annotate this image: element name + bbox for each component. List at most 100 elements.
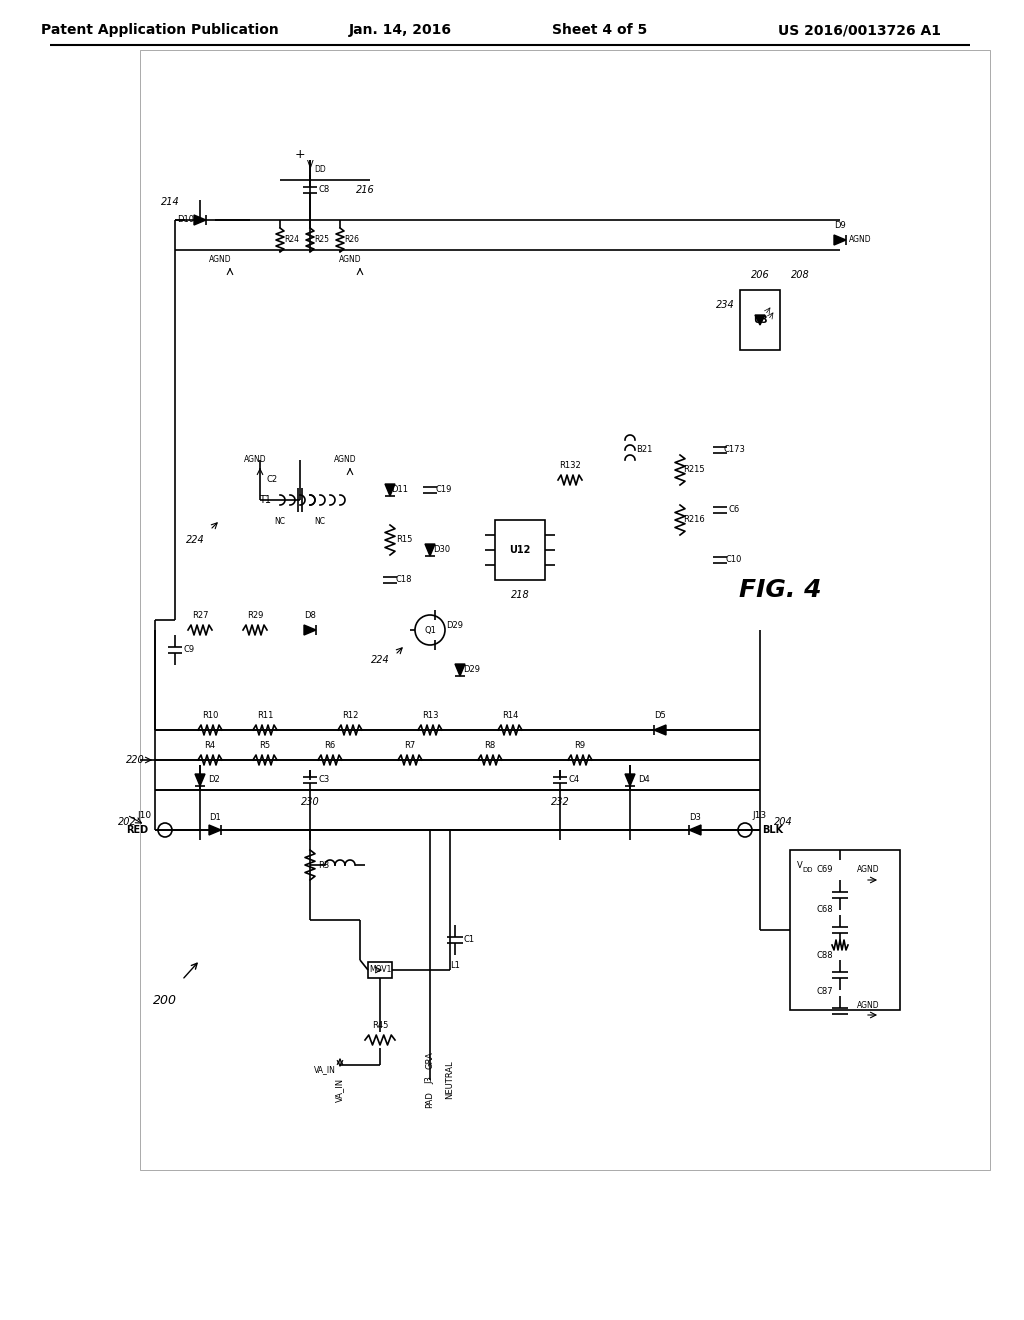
Text: NEUTRAL: NEUTRAL [445,1061,455,1100]
Text: AGND: AGND [209,256,231,264]
Text: FIG. 4: FIG. 4 [738,578,821,602]
Text: 202: 202 [118,817,136,828]
Text: 224: 224 [185,535,205,545]
Text: VA_IN: VA_IN [314,1065,336,1074]
Text: R6: R6 [325,742,336,751]
Polygon shape [689,825,701,836]
Text: 218: 218 [511,590,529,601]
Text: PAD: PAD [426,1092,434,1109]
Text: R25: R25 [314,235,330,244]
Text: D11: D11 [391,486,409,495]
Text: C1: C1 [464,936,474,945]
Text: R13: R13 [422,711,438,721]
Text: AGND: AGND [334,455,356,465]
Bar [740,290,780,350]
Polygon shape [455,664,465,676]
Text: D2: D2 [208,776,220,784]
Polygon shape [425,544,435,556]
Text: R5: R5 [259,742,270,751]
Text: R26: R26 [344,235,359,244]
Text: C68: C68 [817,906,834,915]
Text: R27: R27 [191,611,208,620]
Text: 220: 220 [126,755,144,766]
Text: R14: R14 [502,711,518,721]
Text: 224: 224 [371,655,389,665]
Text: C6: C6 [728,506,739,515]
Text: R12: R12 [342,711,358,721]
Text: +: + [295,149,305,161]
Bar [140,50,990,1170]
Polygon shape [304,624,316,635]
Text: 214: 214 [161,197,179,207]
Text: C69: C69 [817,866,834,874]
Text: R7: R7 [404,742,416,751]
Text: AGND: AGND [857,866,880,874]
Polygon shape [385,484,395,496]
Text: DD: DD [803,867,813,873]
Polygon shape [625,774,635,785]
Text: D29: D29 [446,620,464,630]
Text: D9: D9 [835,222,846,231]
Text: C18: C18 [395,576,413,585]
Text: C4: C4 [568,776,580,784]
Text: AGND: AGND [857,1001,880,1010]
Text: R11: R11 [257,711,273,721]
Text: R3: R3 [318,861,330,870]
Text: V: V [306,160,313,170]
Polygon shape [654,725,666,735]
Text: R10: R10 [202,711,218,721]
Text: R4: R4 [205,742,216,751]
Text: 208: 208 [791,271,809,280]
Polygon shape [834,235,846,246]
Text: U3: U3 [753,315,767,325]
Text: C10: C10 [726,556,742,565]
Text: R8: R8 [484,742,496,751]
Text: NC: NC [314,517,326,527]
Text: R132: R132 [559,462,581,470]
Text: R29: R29 [247,611,263,620]
Text: MOV1: MOV1 [369,965,391,974]
Text: J10: J10 [138,810,152,820]
Text: L1: L1 [451,961,460,969]
Bar [790,850,900,1010]
Text: GRA: GRA [426,1051,434,1069]
Text: D4: D4 [638,776,650,784]
Text: D1: D1 [209,813,221,822]
Text: Q1: Q1 [424,626,436,635]
Text: VA_IN: VA_IN [336,1078,344,1102]
Text: DD: DD [314,165,326,174]
Text: AGND: AGND [849,235,871,244]
Text: R15: R15 [396,536,413,544]
Polygon shape [195,774,205,785]
Text: Jan. 14, 2016: Jan. 14, 2016 [348,22,452,37]
Text: C19: C19 [436,486,453,495]
Text: C87: C87 [817,987,834,997]
Text: J3: J3 [426,1076,434,1084]
Text: BLK: BLK [763,825,783,836]
Text: C8: C8 [318,186,330,194]
Text: 234: 234 [716,300,734,310]
Text: C88: C88 [817,950,834,960]
Text: 204: 204 [773,817,793,828]
Text: D29: D29 [464,665,480,675]
Text: C3: C3 [318,776,330,784]
Text: R215: R215 [683,466,705,474]
Text: AGND: AGND [339,256,361,264]
Text: R24: R24 [285,235,299,244]
Text: R216: R216 [683,516,705,524]
Text: D8: D8 [304,611,316,620]
Text: RED: RED [126,825,148,836]
Text: D10: D10 [177,215,195,224]
Text: Sheet 4 of 5: Sheet 4 of 5 [552,22,647,37]
Text: Patent Application Publication: Patent Application Publication [41,22,279,37]
Text: C2: C2 [266,475,278,484]
Text: 206: 206 [751,271,769,280]
Text: D30: D30 [433,545,451,554]
Text: 232: 232 [551,797,569,807]
Text: 230: 230 [301,797,319,807]
Text: US 2016/0013726 A1: US 2016/0013726 A1 [778,22,941,37]
Text: B21: B21 [636,446,652,454]
Text: U12: U12 [509,545,530,554]
Text: T1: T1 [259,495,271,506]
Polygon shape [209,825,221,836]
